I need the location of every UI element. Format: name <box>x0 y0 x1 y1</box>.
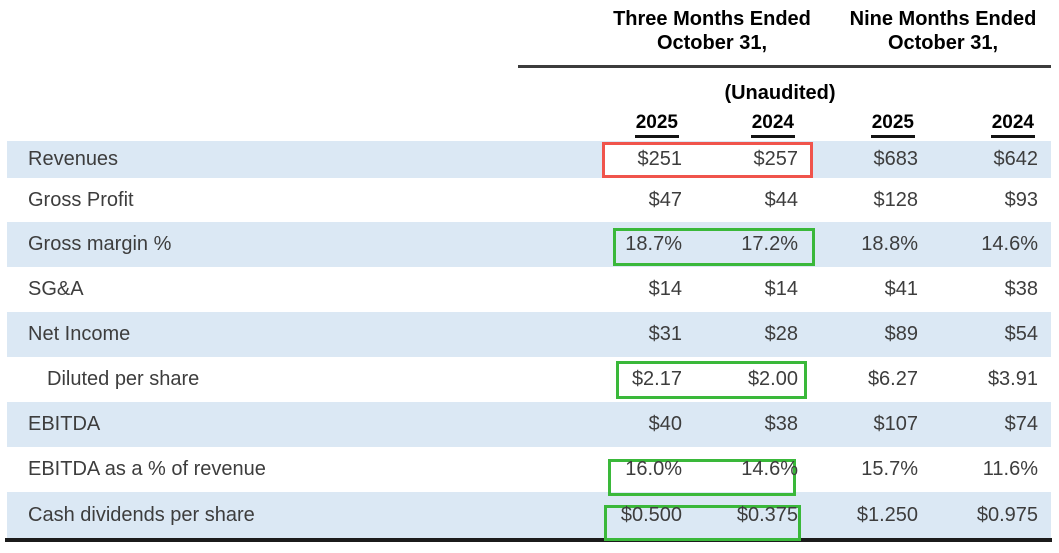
table-row-gross-profit: Gross Profit $47 $44 $128 $93 <box>7 178 1051 222</box>
row-label: EBITDA as a % of revenue <box>28 458 266 480</box>
year-header-row: 2025 2024 2025 2024 <box>7 112 1051 138</box>
table-row-sga: SG&A $14 $14 $41 $38 <box>7 267 1051 312</box>
row-label: Gross margin % <box>28 233 172 255</box>
cell-value: $2.17 <box>631 368 682 390</box>
year-header-label: 2024 <box>750 112 795 138</box>
cell-value: 14.6% <box>741 458 798 480</box>
year-header-label: 2025 <box>870 112 915 138</box>
year-header-label: 2024 <box>990 112 1035 138</box>
spacer <box>7 112 562 138</box>
cell-value: $28 <box>764 323 798 345</box>
cell-value: $128 <box>873 188 919 211</box>
table-row-ebitda: EBITDA $40 $38 $107 $74 <box>7 402 1051 447</box>
cell-value: $683 <box>873 148 919 170</box>
cell-value: $251 <box>637 148 683 170</box>
cell-value: 16.0% <box>625 458 682 480</box>
group-header-line2: October 31, <box>656 32 768 54</box>
cell-value: $40 <box>648 413 682 435</box>
cell-value: 11.6% <box>982 458 1038 480</box>
group-header-line1: Nine Months Ended <box>849 8 1037 30</box>
row-label: Gross Profit <box>28 188 134 211</box>
cell-value: 17.2% <box>741 233 798 255</box>
group-header-line2: October 31, <box>887 32 999 54</box>
cell-value: $642 <box>993 148 1039 170</box>
cell-value: $3.91 <box>987 368 1038 390</box>
table-row-cash-dividends: Cash dividends per share $0.500 $0.375 $… <box>7 492 1051 538</box>
row-label: Diluted per share <box>47 368 200 390</box>
year-header: 2025 <box>562 112 682 138</box>
table-row-diluted-per-share: Diluted per share $2.17 $2.00 $6.27 $3.9… <box>7 357 1051 402</box>
table-body: Revenues $251 $257 $683 $642 Gross Profi… <box>7 141 1051 538</box>
row-label: Revenues <box>28 148 119 170</box>
cell-value: $93 <box>1004 188 1038 211</box>
cell-value: $31 <box>648 323 682 345</box>
year-header: 2024 <box>918 112 1038 138</box>
column-group-header-three-months: Three Months Ended October 31, <box>542 7 882 55</box>
cell-value: $6.27 <box>867 368 918 390</box>
year-header-label: 2025 <box>634 112 679 138</box>
cell-value: 14.6% <box>981 233 1038 255</box>
cell-value: $0.500 <box>620 503 682 526</box>
header-divider-rule <box>518 65 1051 68</box>
cell-value: $74 <box>1004 413 1038 435</box>
table-bottom-rule <box>5 538 1052 542</box>
cell-value: $47 <box>648 188 682 211</box>
cell-value: $44 <box>764 188 798 211</box>
cell-value: $14 <box>648 278 682 300</box>
cell-value: 15.7% <box>861 458 918 480</box>
cell-value: $1.250 <box>856 503 918 526</box>
cell-value: $54 <box>1004 323 1038 345</box>
year-header: 2024 <box>682 112 798 138</box>
cell-value: 18.7% <box>625 233 682 255</box>
cell-value: $41 <box>884 278 918 300</box>
group-header-line1: Three Months Ended <box>613 8 811 30</box>
cell-value: $89 <box>884 323 918 345</box>
row-label: Net Income <box>28 323 131 345</box>
cell-value: $0.375 <box>736 503 798 526</box>
cell-value: $38 <box>764 413 798 435</box>
row-label: EBITDA <box>28 413 101 435</box>
cell-value: 18.8% <box>861 233 918 255</box>
table-row-revenues: Revenues $251 $257 $683 $642 <box>7 141 1051 178</box>
cell-value: $0.975 <box>976 503 1038 526</box>
table-row-net-income: Net Income $31 $28 $89 $54 <box>7 312 1051 357</box>
cell-value: $107 <box>873 413 919 435</box>
column-group-header-nine-months: Nine Months Ended October 31, <box>773 7 1059 55</box>
row-label: SG&A <box>28 278 84 300</box>
cell-value: $38 <box>1004 278 1038 300</box>
cell-value: $2.00 <box>747 368 798 390</box>
table-row-ebitda-pct: EBITDA as a % of revenue 16.0% 14.6% 15.… <box>7 447 1051 492</box>
cell-value: $257 <box>753 148 799 170</box>
year-header: 2025 <box>798 112 918 138</box>
row-label: Cash dividends per share <box>28 503 255 526</box>
unaudited-label: (Unaudited) <box>724 82 836 104</box>
cell-value: $14 <box>764 278 798 300</box>
table-row-gross-margin: Gross margin % 18.7% 17.2% 18.8% 14.6% <box>7 222 1051 267</box>
